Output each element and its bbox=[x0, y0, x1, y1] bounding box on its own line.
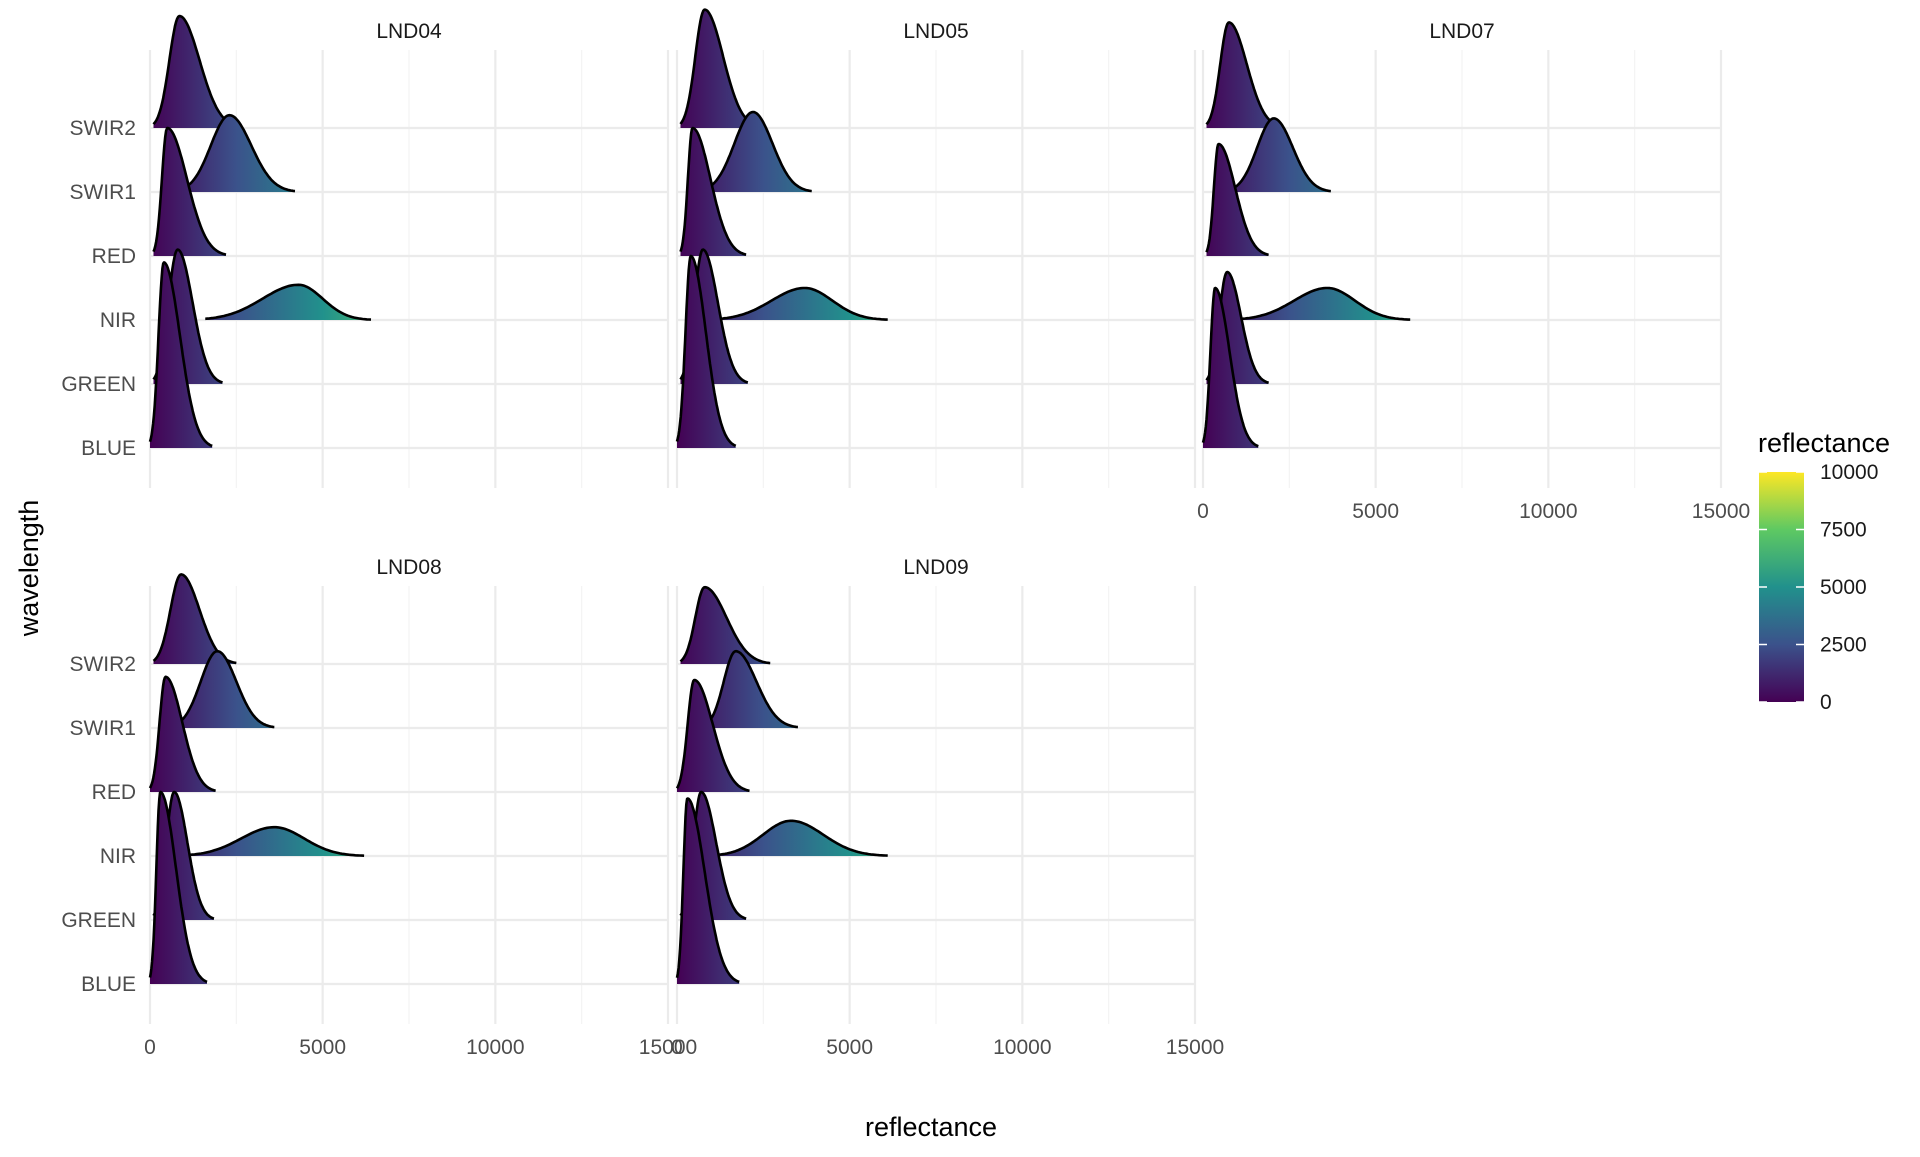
y-tick-label: BLUE bbox=[81, 973, 136, 996]
facet-panel-lnd08: LND08 BLUE GREEN NIR RED SWIR1 SWIR2 0 5000 10000… bbox=[61, 556, 697, 1059]
ridge-lnd08-nir bbox=[188, 827, 365, 856]
ridge-outline-lnd04-blue bbox=[148, 261, 213, 448]
y-axis-title: wavelength bbox=[14, 500, 44, 638]
y-tick-label: SWIR1 bbox=[69, 181, 136, 204]
ridge-outline-lnd09-nir bbox=[718, 819, 888, 857]
ridge-lnd04-swir2 bbox=[153, 16, 240, 128]
y-tick-label: NIR bbox=[100, 309, 136, 332]
ridge-lnd07-nir bbox=[1241, 288, 1411, 320]
y-tick-label: RED bbox=[92, 781, 136, 804]
ridge-lnd04-swir1 bbox=[181, 115, 295, 192]
ridge-outline-lnd09-swir1 bbox=[703, 649, 799, 729]
ridge-outline-lnd04-swir1 bbox=[180, 113, 296, 193]
ridge-lnd07-swir2 bbox=[1206, 22, 1283, 128]
y-tick-label: SWIR2 bbox=[69, 653, 136, 676]
x-tick-label: 5000 bbox=[1352, 500, 1399, 523]
ridge-lnd05-nir bbox=[718, 288, 888, 320]
ridge-outline-lnd05-red bbox=[679, 126, 747, 256]
ridge-outline-lnd07-swir1 bbox=[1230, 117, 1331, 193]
ridge-lnd04-nir bbox=[205, 284, 371, 320]
facet-label-lnd05: LND05 bbox=[903, 20, 968, 43]
x-tick-label: 0 bbox=[144, 1036, 156, 1059]
ridge-outline-lnd09-blue bbox=[675, 797, 740, 984]
legend-tick-label: 5000 bbox=[1820, 576, 1867, 599]
ridge-outline-lnd09-red bbox=[675, 678, 750, 793]
x-tick-label: 15000 bbox=[1692, 500, 1750, 523]
ridge-outline-lnd08-swir1 bbox=[173, 649, 275, 729]
y-tick-label: NIR bbox=[100, 845, 136, 868]
x-tick-label: 5000 bbox=[826, 1036, 873, 1059]
ridge-outline-lnd05-swir1 bbox=[704, 110, 812, 193]
ridge-outline-lnd07-nir bbox=[1240, 286, 1411, 321]
ridge-outline-lnd07-blue bbox=[1201, 286, 1259, 448]
ridge-outline-lnd08-blue bbox=[148, 790, 208, 984]
ridge-outline-lnd08-nir bbox=[187, 825, 365, 857]
facet-label-lnd09: LND09 bbox=[903, 556, 968, 579]
facet-label-lnd08: LND08 bbox=[376, 556, 441, 579]
x-axis-title: reflectance bbox=[865, 1112, 997, 1142]
ridge-lnd08-swir2 bbox=[153, 574, 237, 664]
legend-title: reflectance bbox=[1758, 428, 1890, 458]
ridge-outline-lnd05-nir bbox=[718, 286, 888, 321]
y-tick-label: GREEN bbox=[61, 373, 136, 396]
facet-panel-lnd07: LND07 0 5000 10000 15000 bbox=[1197, 20, 1750, 523]
ridge-outline-lnd04-nir bbox=[205, 283, 372, 321]
x-tick-label: 0 bbox=[1197, 500, 1209, 523]
x-tick-label: 0 bbox=[671, 1036, 683, 1059]
x-tick-label: 10000 bbox=[993, 1036, 1051, 1059]
legend-tick-label: 2500 bbox=[1820, 634, 1867, 657]
ridge-lnd09-nir bbox=[718, 820, 888, 856]
ridge-outline-lnd08-red bbox=[148, 675, 217, 792]
ridge-outline-lnd04-red bbox=[152, 126, 227, 256]
legend-tick-label: 0 bbox=[1820, 691, 1832, 714]
legend-tick-label: 10000 bbox=[1820, 461, 1878, 484]
ridge-lnd08-swir1 bbox=[174, 651, 275, 728]
x-tick-label: 5000 bbox=[299, 1036, 346, 1059]
x-tick-label: 15000 bbox=[639, 1036, 697, 1059]
facet-label-lnd04: LND04 bbox=[376, 20, 442, 43]
facet-panel-lnd04: LND04 BLUE GREEN NIR RED SWIR1 SWIR2 bbox=[61, 14, 670, 488]
facet-label-lnd07: LND07 bbox=[1429, 20, 1494, 43]
ridge-lnd07-blue bbox=[1203, 288, 1259, 448]
ridge-outline-lnd09-swir2 bbox=[679, 585, 771, 665]
y-tick-label: GREEN bbox=[61, 909, 136, 932]
x-tick-label: 10000 bbox=[466, 1036, 524, 1059]
ridge-lnd08-red bbox=[150, 676, 216, 792]
x-tick-label: 15000 bbox=[1166, 1036, 1224, 1059]
y-tick-label: RED bbox=[92, 245, 136, 268]
ridge-lnd05-swir2 bbox=[680, 9, 760, 129]
ridge-outline-lnd07-red bbox=[1205, 142, 1270, 257]
ridge-lnd07-swir1 bbox=[1230, 118, 1331, 192]
y-tick-label: SWIR1 bbox=[69, 717, 136, 740]
ridge-lnd09-blue bbox=[677, 798, 740, 984]
ridge-outline-lnd05-blue bbox=[675, 254, 737, 448]
y-tick-label: SWIR2 bbox=[69, 117, 136, 140]
ridge-lnd09-swir2 bbox=[680, 587, 771, 664]
legend-tick-label: 7500 bbox=[1820, 519, 1867, 542]
facet-panel-lnd09: LND09 0 5000 10000 15000 bbox=[671, 556, 1224, 1059]
ridge-lnd09-red bbox=[677, 680, 750, 792]
ridge-lnd05-blue bbox=[677, 256, 736, 448]
ridge-lnd04-blue bbox=[150, 262, 213, 448]
y-tick-label: BLUE bbox=[81, 437, 136, 460]
legend: reflectance 0 2500 5000 7500 10000 bbox=[1758, 428, 1890, 714]
facet-panel-lnd05: LND05 bbox=[675, 8, 1197, 488]
x-tick-label: 10000 bbox=[1519, 500, 1577, 523]
